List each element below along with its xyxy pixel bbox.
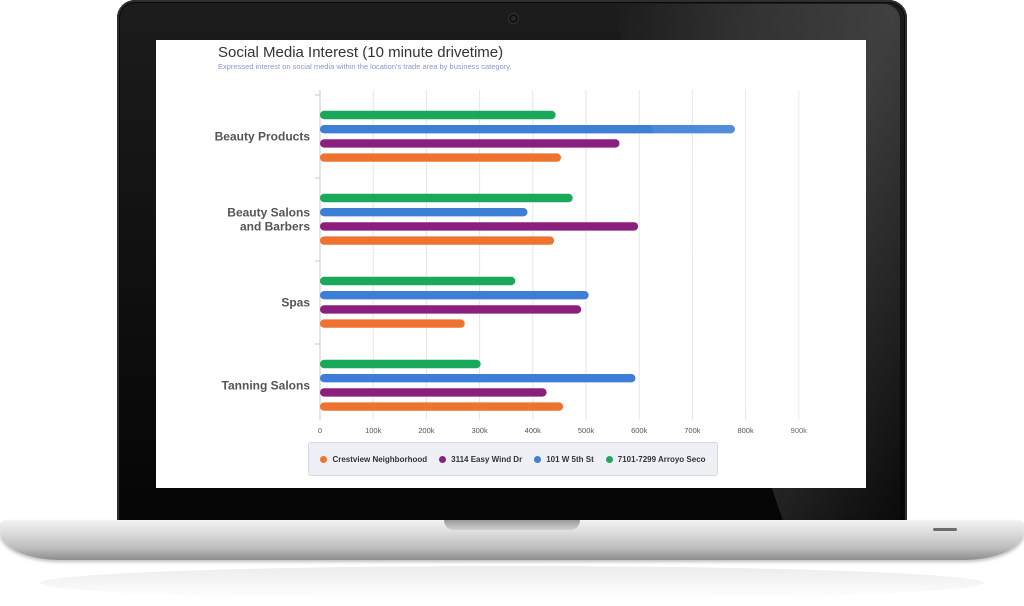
bar xyxy=(320,222,639,231)
screen: Social Media Interest (10 minute driveti… xyxy=(156,40,866,488)
legend-item[interactable]: Crestview Neighborhood xyxy=(320,455,427,464)
bar-chart: 0 100k 200k 300k 400k 500k 600k 700k 800k 900k Bea… xyxy=(215,90,808,435)
chart-title: Social Media Interest (10 minute driveti… xyxy=(218,44,504,61)
bar xyxy=(320,110,556,120)
x-tick-label: 600k xyxy=(631,426,648,435)
category-label: Spas xyxy=(281,295,310,309)
bar xyxy=(320,359,481,369)
legend-label: Crestview Neighborhood xyxy=(332,454,428,464)
category-label: and Barbers xyxy=(240,219,310,233)
x-tick-label: 800k xyxy=(737,426,754,435)
reflection xyxy=(40,566,984,600)
x-tick-label: 0 xyxy=(318,426,322,435)
category-label: Beauty Salons xyxy=(227,205,310,219)
x-tick-label: 700k xyxy=(684,426,701,435)
chart-subtitle: Expressed interest on social media withi… xyxy=(218,62,512,71)
x-tick-label: 200k xyxy=(418,426,435,435)
webcam xyxy=(509,14,518,23)
bar xyxy=(320,236,555,245)
bar xyxy=(320,374,636,383)
bar xyxy=(320,291,589,300)
bar xyxy=(320,193,573,203)
legend-label: 3114 Easy Wind Dr xyxy=(451,454,523,464)
bar xyxy=(320,388,547,397)
base-notch xyxy=(444,520,580,530)
legend-marker xyxy=(320,455,328,463)
bar xyxy=(320,125,735,134)
bar xyxy=(320,402,564,411)
x-tick-label: 300k xyxy=(471,426,488,435)
base-indicator xyxy=(933,528,957,531)
legend-marker xyxy=(534,455,542,463)
legend-item[interactable]: 7101-7299 Arroyo Seco xyxy=(605,454,706,464)
x-tick-label: 900k xyxy=(791,426,808,435)
x-tick-label: 400k xyxy=(525,426,542,435)
category-label: Beauty Products xyxy=(215,129,311,143)
x-tick-label: 500k xyxy=(578,426,595,435)
legend-item[interactable]: 101 W 5th St xyxy=(534,455,594,464)
bar xyxy=(320,153,561,162)
chart-legend: Crestview Neighborhood 3114 Easy Wind Dr 1… xyxy=(308,442,718,476)
bar xyxy=(320,276,516,286)
legend-item[interactable]: 3114 Easy Wind Dr xyxy=(439,455,522,464)
bar xyxy=(320,305,582,314)
bar xyxy=(320,139,620,148)
legend-label: 101 W 5th St xyxy=(546,454,594,464)
x-tick-label: 100k xyxy=(365,426,382,435)
legend-marker xyxy=(439,455,447,463)
bar xyxy=(320,208,528,217)
legend-label: 7101-7299 Arroyo Seco xyxy=(617,454,706,464)
bar xyxy=(320,319,465,328)
category-label: Tanning Salons xyxy=(222,378,311,392)
legend-marker xyxy=(605,455,613,463)
